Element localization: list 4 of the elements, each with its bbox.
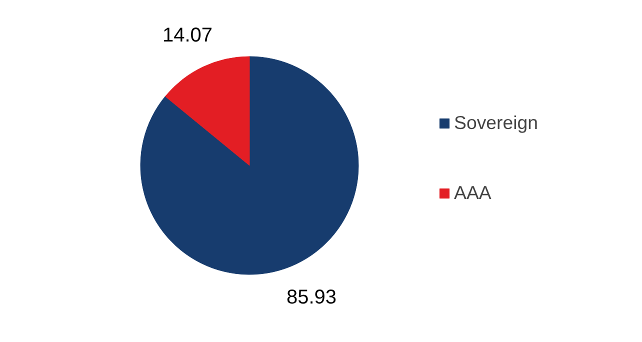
legend-label: AAA	[454, 182, 492, 204]
legend-label: Sovereign	[454, 112, 538, 134]
data-label: 85.93	[286, 286, 337, 309]
data-label: 14.07	[162, 24, 213, 46]
